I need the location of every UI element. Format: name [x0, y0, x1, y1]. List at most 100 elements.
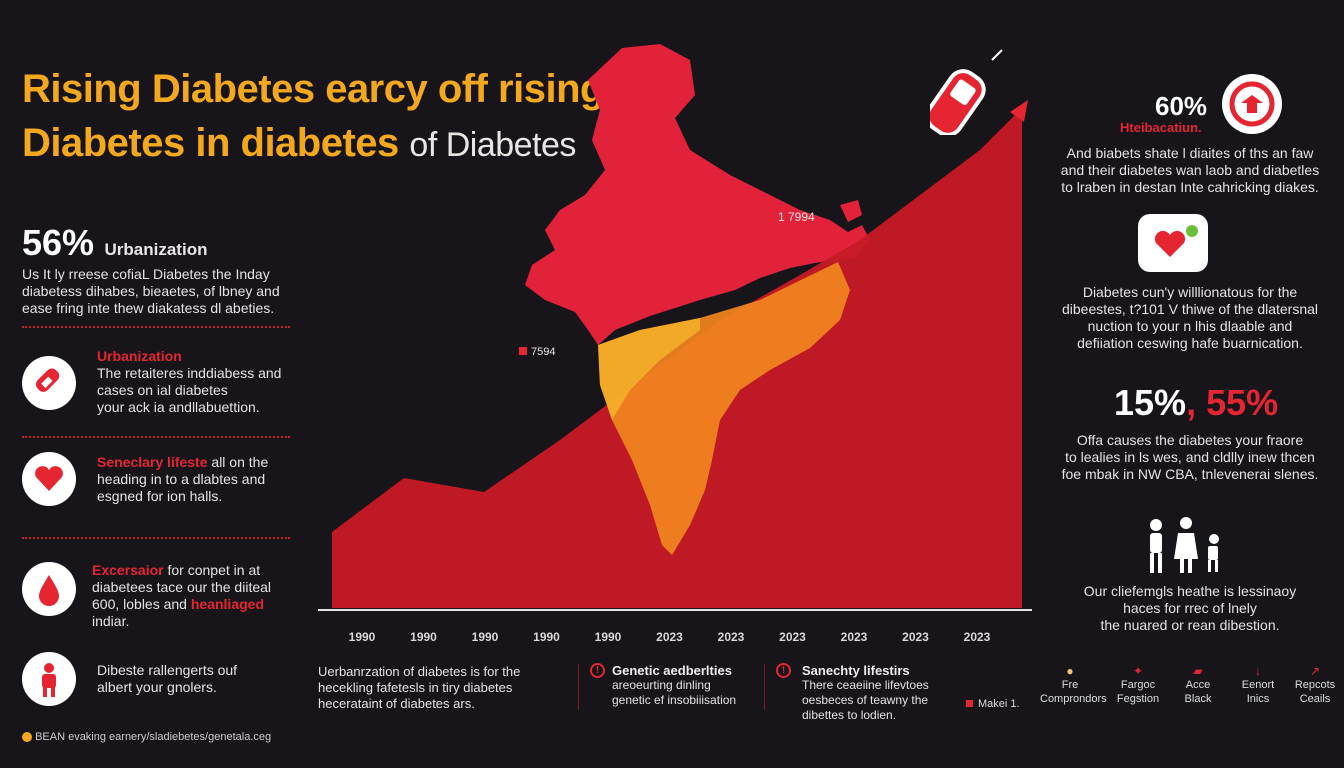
bottom-separator	[578, 664, 579, 710]
item-line: Dibeste rallengerts ouf	[97, 662, 238, 678]
title-line-2: Diabetes in diabetes	[22, 121, 399, 165]
left-item-genetic: Dibeste rallengerts ouf albert your gnol…	[22, 652, 312, 712]
right-line: And biabets shate l diaites of ths an fa…	[1066, 145, 1314, 161]
x-tick-label: 2023	[718, 630, 745, 644]
legend-label: Fre Comprondors	[1040, 679, 1107, 705]
india-map-highlight	[598, 318, 700, 420]
stat-text-line: diabetess dihabes, bieaetes, of lbney an…	[22, 283, 280, 299]
item-line: The retaiteres inddiabess and	[97, 365, 282, 381]
legend-key: Makei 1.	[966, 698, 1020, 710]
left-item-exercise: Excersaior for conpet in at diabetees ta…	[22, 560, 312, 630]
item-heading-tail: for conpet in at	[167, 562, 261, 578]
india-map-north	[525, 44, 870, 345]
left-stat-block: 56% Urbanization Us It ly rreese cofiaL …	[22, 222, 312, 317]
item-heading: Urbanization	[97, 348, 182, 364]
right-line: to lealies in ls wes, and cldlly inew th…	[1065, 449, 1315, 465]
bottom-line: areoeurting dinling	[612, 678, 711, 692]
bottom-separator	[764, 664, 765, 710]
family-icon	[1150, 517, 1219, 573]
annotation-7594: 7594	[531, 346, 555, 358]
right-text-1: And biabets shate l diaites of ths an fa…	[1040, 145, 1340, 196]
bottom-col-sedentary: ! Sanechty lifestirs There ceaeiine life…	[776, 663, 956, 723]
arrow-down-icon: ↓	[1255, 664, 1261, 678]
x-tick-label: 1990	[595, 630, 622, 644]
stat-text-line: ease fring inte thew diakatess dl abetie…	[22, 300, 275, 316]
x-tick-label: 2023	[656, 630, 683, 644]
item-line: esgned for ion halls.	[97, 488, 223, 504]
right-text-3: Offa causes the diabetes your fraore to …	[1040, 432, 1340, 483]
source-text: BEAN evaking earnery/sladiebetes/genetal…	[35, 731, 272, 743]
legend-item: ● Fre Comprondors	[1040, 664, 1107, 706]
item-line: 600, lobles and	[92, 596, 187, 612]
x-tick-label: 1990	[472, 630, 499, 644]
right-stat-2: 15%, 55%	[1114, 382, 1278, 424]
left-item-sedentary: Seneclary lifeste all on the heading in …	[22, 452, 312, 522]
right-line: Offa causes the diabetes your fraore	[1076, 432, 1304, 448]
bottom-col-genetic: ! Genetic aedberlties areoeurting dinlin…	[590, 663, 760, 708]
runner-icon: ✦	[1132, 664, 1144, 678]
x-tick-label: 1990	[410, 630, 437, 644]
legend-key-label: Makei 1.	[978, 698, 1020, 710]
flag-icon: ▰	[1193, 664, 1203, 678]
right-stat-1-label: Hteibacatiun.	[1120, 120, 1202, 135]
source-footer: BEAN evaking earnery/sladiebetes/genetal…	[22, 731, 271, 743]
bottom-line: hecerataint of diabetes ars.	[318, 696, 475, 711]
bottom-col-title: Genetic aedberlties	[612, 663, 732, 678]
right-text-2: Diabetes cun'y willlionatous for the dib…	[1040, 284, 1340, 352]
urbanization-stat-label: Urbanization	[104, 240, 208, 259]
title-line-1: Rising Diabetes earcy off rising	[22, 67, 604, 111]
right-line: Our cliefemgls heathe is lessinaoy	[1083, 583, 1297, 599]
bottom-line: Uerbanrzation of diabetes is for the	[318, 664, 521, 679]
alert-icon: !	[776, 663, 791, 678]
bottom-line: hecekling fafetesls in tiry diabetes	[318, 680, 513, 695]
page-title: Rising Diabetes earcy off rising Diabete…	[22, 62, 604, 172]
trend-arrow	[1010, 100, 1028, 122]
right-stat-2b: 55%	[1206, 382, 1279, 423]
right-line: to lraben in destan Inte cahricking diak…	[1061, 179, 1319, 195]
right-line: foe mbak in NW CBA, tnlevenerai slenes.	[1061, 466, 1319, 482]
right-line: dibeestes, t?101 V thiwe of the dlatersn…	[1061, 301, 1319, 317]
x-tick-label: 2023	[841, 630, 868, 644]
bottom-line: genetic ef insobiiisation	[612, 693, 737, 707]
india-map-northeast	[840, 200, 862, 222]
heart-icon	[22, 452, 76, 506]
item-heading: Excersaior	[92, 562, 164, 578]
legend-label: Repcots Ceails	[1294, 679, 1336, 705]
blood-drop-icon	[22, 562, 76, 616]
item-line: diabetees tace our the diiteal	[92, 579, 272, 595]
x-tick-label: 2023	[902, 630, 929, 644]
legend-item: ↓ Eenort Inics	[1236, 664, 1280, 706]
bottom-line: oesbeces of teawny the	[802, 693, 929, 707]
item-line: indiar.	[92, 613, 130, 629]
annotation-1994: 1 7994	[778, 210, 815, 224]
legend-label: Acce Black	[1184, 679, 1212, 705]
annotation-marker	[519, 347, 527, 355]
globe-arrow-icon	[1222, 74, 1282, 134]
legend-key-swatch	[966, 700, 973, 707]
x-tick-label: 1990	[533, 630, 560, 644]
alert-icon: !	[590, 663, 605, 678]
x-ticks: 1990 1990 1990 1990 1990 2023 2023 2023 2023 2023…	[349, 630, 991, 644]
glucose-meter-large-icon	[930, 49, 1003, 135]
right-line: haces for rrec of lnely	[1123, 600, 1257, 616]
bottom-col-urbanization: Uerbanrzation of diabetes is for the hec…	[318, 664, 568, 712]
left-item-urbanization: Urbanization The retaiteres inddiabess a…	[22, 348, 312, 418]
medical-heart-icon	[1138, 214, 1208, 272]
legend-label: Fargoc Fegstion	[1116, 679, 1160, 705]
right-stat-1: 60%	[1155, 91, 1208, 121]
item-line: your ack ia andllabuettion.	[97, 399, 260, 415]
item-heading-tail: all on the	[211, 454, 269, 470]
x-tick-label: 2023	[964, 630, 991, 644]
x-tick-label: 2023	[779, 630, 806, 644]
right-line: nuction to your n lhis dlaable and	[1087, 318, 1293, 334]
right-line: Diabetes cun'y willlionatous for the	[1082, 284, 1298, 300]
right-line: defiiation ceswing hafe buarnication.	[1077, 335, 1303, 351]
item-heading: Seneclary lifeste	[97, 454, 208, 470]
pin-icon: ●	[1066, 664, 1074, 678]
divider	[22, 436, 290, 438]
item-line: albert your gnolers.	[97, 679, 217, 695]
right-text-4: Our cliefemgls heathe is lessinaoy haces…	[1040, 583, 1340, 634]
glucose-meter-icon	[22, 356, 76, 410]
